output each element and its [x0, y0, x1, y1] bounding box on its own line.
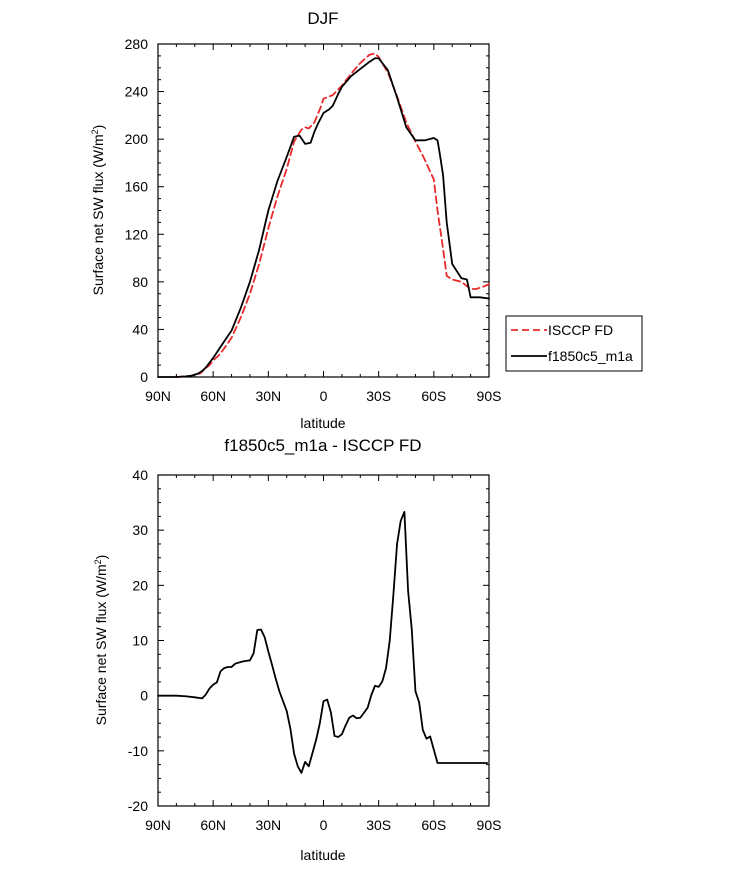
plot-area: 90N 60N 30N 0 30S 60S 90S 0 40 80 120 160 200 240 280	[125, 36, 502, 404]
x-tick-label: 30N	[255, 817, 281, 833]
plot-frame	[157, 43, 490, 378]
y-tick-label: 240	[125, 84, 149, 100]
y-axis-label: Surface net SW flux (W/m2)	[90, 125, 106, 296]
x-tick-label: 90S	[477, 388, 502, 404]
chart-djf: DJF 90N 60N 30N 0 30S 60S 90S 0 40 80 120 160 200 240…	[90, 9, 643, 431]
y-tick-label: 280	[125, 36, 149, 52]
y-axis-label-suffix: )	[90, 125, 106, 130]
y-tick-label: 40	[132, 467, 148, 483]
y-tick-label: 0	[140, 688, 148, 704]
x-tick-label: 30S	[366, 817, 391, 833]
y-axis-label-superscript: 2	[93, 559, 103, 564]
x-tick-label: 90S	[477, 817, 502, 833]
x-tick-label: 0	[320, 388, 328, 404]
y-axis-label-main: Surface net SW flux (W/m	[90, 134, 106, 295]
x-tick-label: 30S	[366, 388, 391, 404]
y-tick-label: 160	[125, 179, 149, 195]
y-tick-label: 80	[132, 274, 148, 290]
chart-title: f1850c5_m1a - ISCCP FD	[224, 436, 421, 455]
series-line-isccp-fd	[175, 52, 490, 378]
y-axis-label-superscript: 2	[90, 129, 100, 134]
y-tick-label: -10	[128, 743, 148, 759]
y-tick-label: 40	[132, 321, 148, 337]
series-line-series-1	[157, 511, 489, 774]
y-tick-label: -20	[128, 798, 148, 814]
x-axis-label: latitude	[300, 847, 345, 863]
x-tick-label: 30N	[255, 388, 281, 404]
y-axis-label-suffix: )	[93, 555, 109, 560]
x-tick-label: 0	[320, 817, 328, 833]
plot-area: 90N 60N 30N 0 30S 60S 90S -20 -10 0 10 20 30 40	[128, 467, 502, 833]
legend-box	[505, 315, 643, 372]
y-tick-label: 200	[125, 131, 149, 147]
x-tick-label: 90N	[145, 817, 171, 833]
plot-frame	[157, 474, 490, 807]
x-tick-label: 60N	[200, 817, 226, 833]
x-tick-label: 90N	[145, 388, 171, 404]
legend-label-f1850c5-m1a: f1850c5_m1a	[548, 348, 633, 364]
y-axis-label-main: Surface net SW flux (W/m	[93, 564, 109, 725]
series-line-f1850c5-m1a	[157, 57, 490, 378]
y-axis-label: Surface net SW flux (W/m2)	[93, 555, 109, 726]
x-axis-label: latitude	[300, 415, 345, 431]
y-tick-label: 30	[132, 522, 148, 538]
x-tick-label: 60S	[421, 817, 446, 833]
y-tick-label: 0	[140, 369, 148, 385]
x-tick-label: 60S	[421, 388, 446, 404]
y-tick-label: 120	[125, 226, 149, 242]
legend: ISCCP FD f1850c5_m1a	[505, 315, 643, 372]
legend-label-isccp-fd: ISCCP FD	[548, 322, 613, 338]
y-tick-label: 10	[132, 633, 148, 649]
chart-difference: f1850c5_m1a - ISCCP FD 90N 60N 30N 0 30S 60S 9…	[93, 436, 501, 863]
chart-title: DJF	[307, 9, 338, 28]
x-tick-label: 60N	[200, 388, 226, 404]
y-tick-label: 20	[132, 577, 148, 593]
